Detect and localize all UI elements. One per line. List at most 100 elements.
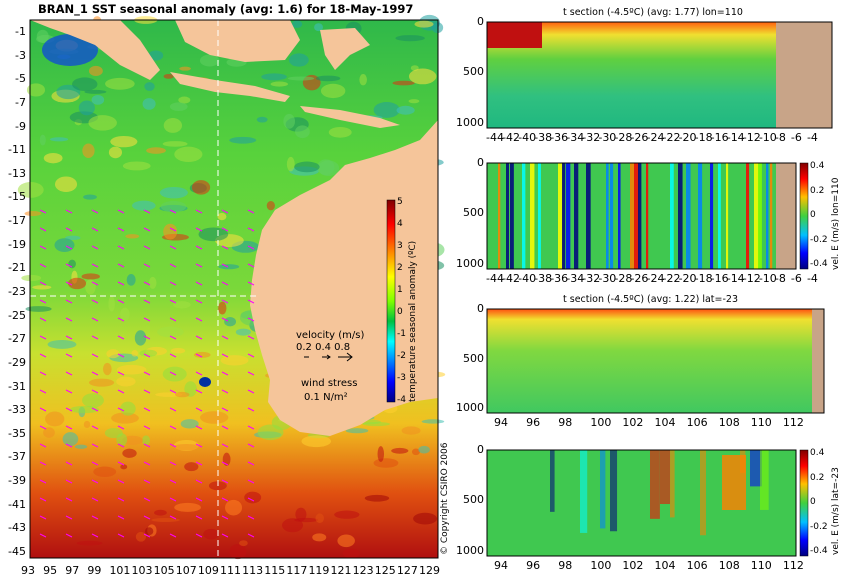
wind-stress-arrow xyxy=(221,497,229,502)
panel1-title: t section (-4.5ºC) (avg: 1.77) lon=110 xyxy=(563,7,743,18)
panel-x-tick-label: -30 xyxy=(598,131,617,144)
wind-stress-arrow xyxy=(169,209,177,214)
vel-stripe xyxy=(686,163,691,269)
wind-stress-arrow xyxy=(39,479,47,484)
wind-stress-arrow xyxy=(221,443,229,448)
map-frame xyxy=(29,19,439,559)
wind-stress-arrow xyxy=(221,515,229,520)
colorbar-tick-label: 5 xyxy=(397,197,403,207)
panel-x-tick-label: -36 xyxy=(550,272,569,285)
wind-stress-arrow xyxy=(39,371,47,376)
wind-stress-arrow xyxy=(117,389,125,394)
velocity-legend-arrows xyxy=(304,352,353,362)
map-y-tick-label: -43 xyxy=(8,521,26,535)
wind-stress-arrow xyxy=(65,533,73,538)
wind-stress-arrow xyxy=(247,245,255,250)
vel-patch xyxy=(610,450,618,532)
vel-patch xyxy=(750,450,762,487)
panel-x-tick-label: -12 xyxy=(742,131,761,144)
map-y-tick-label: -17 xyxy=(8,214,26,228)
vel-stripe xyxy=(574,163,579,269)
map-y-tick-label: -39 xyxy=(8,474,26,488)
wind-stress-arrow xyxy=(39,245,47,250)
panel-x-tick-label: 102 xyxy=(622,416,644,429)
wind-stress-arrow xyxy=(91,281,99,286)
wind-stress-arrow xyxy=(195,299,203,304)
vel-stripe xyxy=(646,163,649,269)
borneo-land xyxy=(175,20,300,62)
map-y-tick-label: -23 xyxy=(8,285,26,298)
panel-x-tick-label: 112 xyxy=(782,559,804,572)
wind-stress-arrow xyxy=(169,353,177,358)
wind-stress-arrow xyxy=(65,299,73,304)
wind-stress-arrow xyxy=(221,533,229,538)
panel-x-tick-label: -44 xyxy=(486,272,504,285)
wind-stress-arrow xyxy=(169,371,177,376)
velocity-legend-title: velocity (m/s) xyxy=(296,330,365,341)
map-y-tick-label: -31 xyxy=(8,379,26,393)
wind-stress-arrow xyxy=(117,533,125,538)
wind-stress-arrow xyxy=(195,497,203,502)
colorbar-tick-label: 1 xyxy=(397,285,403,295)
wind-stress-arrow xyxy=(39,443,47,448)
vel-lat23-panel xyxy=(486,449,809,557)
main-title: BRAN_1 SST seasonal anomaly (avg: 1.6) f… xyxy=(38,2,414,16)
vel-patch xyxy=(580,450,588,533)
map-y-tick-label: -5 xyxy=(15,72,26,86)
vel-stripe xyxy=(606,163,609,269)
vel-stripe xyxy=(726,163,729,269)
vel-stripe xyxy=(698,163,703,269)
panel-x-tick-label: 100 xyxy=(590,416,612,429)
wind-stress-arrow xyxy=(247,299,255,304)
map-y-tick-label: -29 xyxy=(8,355,26,369)
vel-stripe xyxy=(638,163,642,269)
panel3-title: t section (-4.5ºC) (avg: 1.22) lat=-23 xyxy=(563,294,738,305)
vel-patch xyxy=(670,450,675,518)
wind-stress-arrow xyxy=(117,281,125,286)
panel-x-tick-label: -10 xyxy=(758,131,777,144)
wind-stress-arrow xyxy=(169,299,177,304)
wind-stress-arrow xyxy=(65,209,73,214)
wind-stress-arrow xyxy=(221,335,229,340)
wind-stress-arrow xyxy=(247,281,255,286)
wind-stress-arrow xyxy=(65,461,73,466)
wind-stress-arrow xyxy=(91,497,99,502)
wind-stress-arrow xyxy=(117,245,125,250)
vel-stripe xyxy=(530,163,535,269)
panel-x-tick-label: 110 xyxy=(750,559,772,572)
map-y-tick-label: -13 xyxy=(8,166,26,180)
wind-stress-arrow xyxy=(169,227,177,232)
colorbar-tick-label: -1 xyxy=(397,329,406,339)
vel-stripe xyxy=(766,163,769,269)
panel-x-tick-label: -36 xyxy=(550,131,569,144)
panel-x-tick-label: 100 xyxy=(590,559,612,572)
panel-x-tick-label: -6 xyxy=(790,131,802,144)
panel-x-tick-label: -38 xyxy=(534,131,553,144)
wind-stress-arrow xyxy=(247,515,255,520)
wind-stress-arrow xyxy=(65,515,73,520)
wind-stress-arrow xyxy=(247,389,255,394)
wind-stress-arrow xyxy=(143,299,151,304)
wind-stress-arrow xyxy=(143,407,151,412)
panel-y-tick-label: 1000 xyxy=(456,115,484,129)
sst-colorbar-label: temperature seasonal anomaly (ºC) xyxy=(408,240,418,402)
wind-stress-arrow xyxy=(65,497,73,502)
wind-stress-arrow xyxy=(117,407,125,412)
wind-stress-arrow xyxy=(117,209,125,214)
panel-x-tick-label: -22 xyxy=(662,131,681,144)
vel-lon110-land xyxy=(776,163,796,269)
wind-stress-arrow xyxy=(39,299,47,304)
panel-x-tick-label: -10 xyxy=(758,272,777,285)
wind-stress-arrow xyxy=(169,461,177,466)
wind-stress-arrow xyxy=(195,389,203,394)
vel-lon110-label: vel. E (m/s) lon=110 xyxy=(831,177,841,270)
panel-x-tick-label: -12 xyxy=(742,272,761,285)
wind-stress-arrow xyxy=(195,353,203,358)
wind-stress-arrow xyxy=(91,299,99,304)
eastern-islands xyxy=(300,106,400,128)
wind-stress-arrow xyxy=(143,263,151,268)
vel-stripe xyxy=(610,163,614,269)
wind-stress-arrow xyxy=(65,353,73,358)
map-y-tick-label: -1 xyxy=(15,25,26,38)
wind-stress-arrow xyxy=(65,371,73,376)
